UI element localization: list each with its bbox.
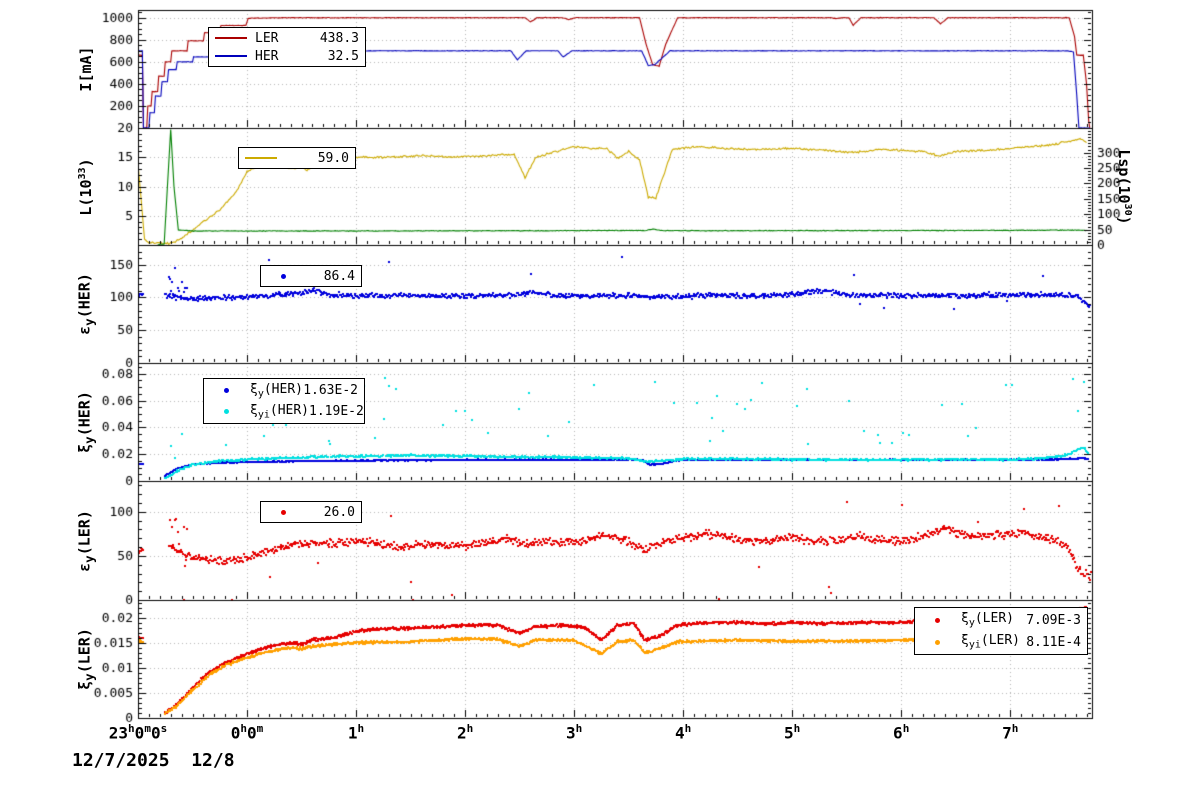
legend-entry: ξy(HER) 1.63E-2: [210, 382, 358, 400]
legend-value: 26.0: [323, 504, 355, 520]
luminosity-legend: 59.0: [238, 147, 356, 169]
legend-marker: [245, 157, 277, 159]
y-axis-title-ey-her: εy(HER): [75, 273, 97, 335]
legend-entry: 26.0: [267, 503, 355, 521]
line-marker-icon: [215, 37, 247, 39]
legend-marker: [223, 388, 229, 393]
legend-value: 7.09E-3: [1026, 612, 1081, 628]
legend-entry: 59.0: [245, 149, 349, 167]
y-axis-title-xi-y-ler: ξy(LER): [75, 628, 97, 690]
legend-marker: [215, 55, 247, 57]
legend-value: 1.19E-2: [309, 404, 364, 419]
legend-value: 86.4: [323, 268, 355, 284]
dot-marker-icon: [267, 509, 299, 515]
xi-y-her-legend: ξy(HER) 1.63E-2 ξyi(HER) 1.19E-2: [203, 378, 365, 424]
dot-marker-icon: [210, 388, 242, 393]
x-tick-label: 23h0m0s: [108, 722, 168, 743]
x-tick-label: 4h: [675, 722, 692, 743]
dot-marker-icon: [921, 639, 953, 645]
legend-entry: LER 438.3: [215, 29, 359, 47]
right-axis-title: Lsp(1030): [1115, 148, 1133, 225]
legend-marker: [223, 409, 229, 414]
x-tick-label: 7h: [1002, 722, 1019, 743]
dot-marker-icon: [210, 409, 242, 414]
legend-marker: [215, 37, 247, 39]
x-tick-label: 6h: [893, 722, 910, 743]
legend-entry: HER 32.5: [215, 47, 359, 65]
legend-value: 1.63E-2: [303, 383, 358, 398]
x-tick-label: 3h: [565, 722, 583, 743]
legend-label: ξy(HER): [250, 381, 303, 400]
date-label: 12/7/2025 12/8: [72, 750, 235, 771]
legend-value: 8.11E-4: [1026, 634, 1081, 650]
legend-label: ξyi(LER): [961, 633, 1021, 651]
ey-her-legend: 86.4: [260, 265, 362, 287]
dot-marker-icon: [921, 617, 953, 623]
x-tick-label: 1h: [347, 722, 365, 743]
legend-value: 32.5: [327, 48, 359, 64]
legend-label: ξyi(HER): [250, 402, 310, 421]
legend-value: 59.0: [317, 150, 349, 166]
legend-label: LER: [255, 30, 279, 46]
legend-marker: [934, 617, 940, 623]
legend-label: ξy(LER): [961, 611, 1014, 629]
x-tick-label: 2h: [456, 722, 474, 743]
legend-marker: [280, 273, 286, 279]
ey-ler-legend: 26.0: [260, 501, 362, 523]
line-marker-icon: [245, 157, 277, 159]
dot-marker-icon: [267, 273, 299, 279]
y-axis-title-luminosity: L(1033): [77, 157, 95, 216]
legend-entry: ξy(LER) 7.09E-3: [921, 611, 1081, 629]
legend-entry: ξyi(LER) 8.11E-4: [921, 633, 1081, 651]
beam-current-legend: LER 438.3 HER 32.5: [208, 27, 366, 67]
xi-y-ler-legend: ξy(LER) 7.09E-3 ξyi(LER) 8.11E-4: [914, 607, 1088, 655]
line-marker-icon: [215, 55, 247, 57]
y-axis-title-beam-current: I[mA]: [77, 46, 95, 92]
legend-label: HER: [255, 48, 279, 64]
y-axis-title-xi-y-her: ξy(HER): [75, 391, 97, 453]
legend-entry: 86.4: [267, 267, 355, 285]
legend-value: 438.3: [319, 30, 359, 46]
x-tick-label: 0h0m: [230, 722, 264, 743]
legend-marker: [934, 639, 940, 645]
y-axis-title-ey-ler: εy(LER): [75, 509, 97, 572]
x-tick-label: 5h: [784, 722, 801, 743]
legend-entry: ξyi(HER) 1.19E-2: [210, 402, 364, 421]
legend-marker: [280, 509, 286, 515]
